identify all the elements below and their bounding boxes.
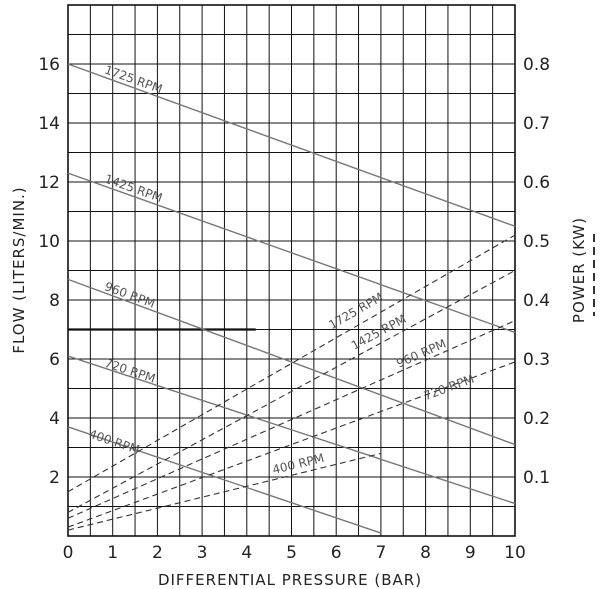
- x-tick-label: 5: [286, 543, 297, 563]
- y2-tick-label: 0.2: [523, 409, 550, 429]
- y2-tick-label: 0.1: [523, 468, 550, 488]
- y2-tick-label: 0.6: [523, 173, 550, 193]
- plot-frame: [67, 4, 516, 537]
- x-tick-label: 3: [197, 543, 208, 563]
- grid: [67, 4, 516, 537]
- x-tick-label: 10: [504, 543, 526, 563]
- flow-line-1425-rpm: [67, 172, 516, 334]
- x-axis-title: DIFFERENTIAL PRESSURE (BAR): [158, 571, 422, 589]
- y2-tick-label: 0.4: [523, 291, 550, 311]
- flow-line-720-rpm: [67, 355, 516, 505]
- x-tick-label: 7: [375, 543, 386, 563]
- x-tick-label: 0: [63, 543, 74, 563]
- x-tick-label: 4: [241, 543, 252, 563]
- power-series-group: [67, 234, 516, 531]
- x-tick-label: 1: [107, 543, 118, 563]
- y-tick-label: 8: [49, 291, 60, 311]
- y-tick-label: 2: [49, 468, 60, 488]
- y-tick-label: 12: [38, 173, 60, 193]
- tick-labels-group: 0 1 2 3 4 5 6 7 8 9 102468101214160.10.20.30.40.50…: [38, 55, 550, 563]
- flow-line-960-rpm: [67, 278, 516, 446]
- x-tick-label: 8: [420, 543, 431, 563]
- y2-tick-label: 0.5: [523, 232, 550, 252]
- y-axis-title: FLOW (LITERS/MIN.): [10, 186, 28, 353]
- y-tick-label: 10: [38, 232, 60, 252]
- y-tick-label: 16: [38, 55, 60, 75]
- y2-tick-label: 0.8: [523, 55, 550, 75]
- y2-axis-title: POWER (KW): [570, 217, 588, 323]
- y-tick-label: 4: [49, 409, 60, 429]
- power-line-400-rpm: [67, 452, 382, 531]
- y2-tick-label: 0.7: [523, 114, 550, 134]
- y-tick-label: 6: [49, 350, 60, 370]
- power-line-1725-rpm: [67, 234, 516, 493]
- x-tick-label: 2: [152, 543, 163, 563]
- flow-line-1725-rpm: [67, 63, 516, 227]
- x-tick-label: 9: [465, 543, 476, 563]
- x-tick-label: 6: [331, 543, 342, 563]
- y2-tick-label: 0.3: [523, 350, 550, 370]
- flow-line-400-rpm: [67, 426, 382, 534]
- flow-series-group: [67, 63, 516, 534]
- y-tick-label: 14: [38, 114, 60, 134]
- power-line-1425-rpm: [67, 270, 516, 513]
- power-line-960-rpm: [67, 320, 516, 519]
